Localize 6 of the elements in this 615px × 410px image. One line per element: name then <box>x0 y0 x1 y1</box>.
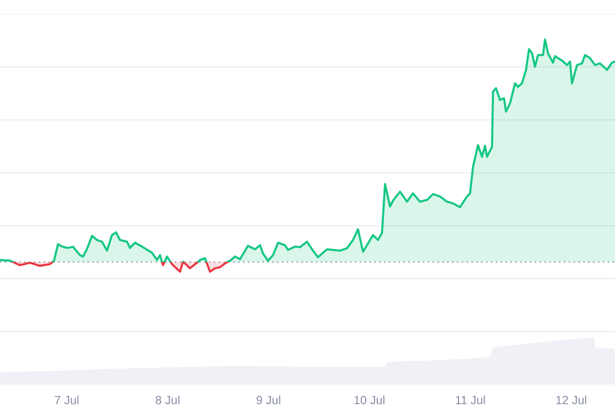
x-tick-label: 8 Jul <box>156 396 180 404</box>
x-tick-label: 11 Jul <box>456 396 485 404</box>
x-tick-label: 10 Jul <box>354 396 384 404</box>
x-tick-label: 9 Jul <box>256 396 280 404</box>
x-tick-label: 12 Jul <box>556 396 586 404</box>
x-tick-label: 7 Jul <box>54 396 78 404</box>
